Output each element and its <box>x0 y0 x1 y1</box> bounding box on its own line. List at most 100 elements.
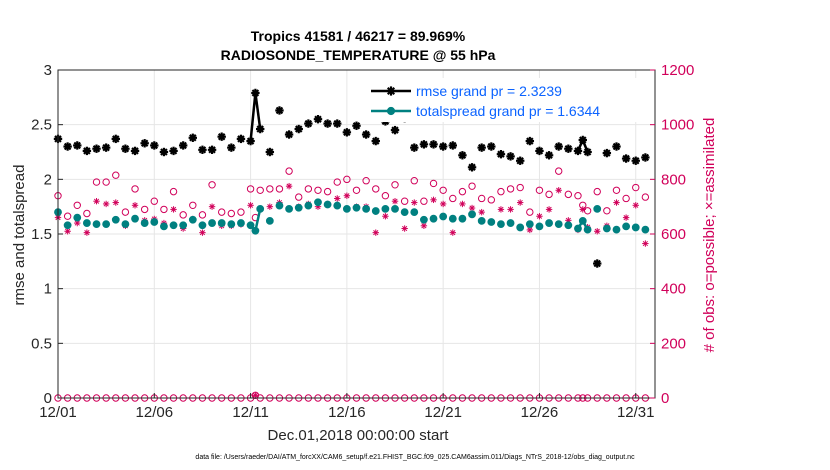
rmse-point <box>101 143 111 152</box>
obs-assimilated-point <box>401 225 408 232</box>
y2-tick-label: 800 <box>661 171 686 188</box>
spread-point <box>487 218 496 226</box>
obs-possible-point <box>632 183 640 192</box>
rmse-point <box>641 153 650 162</box>
obs-possible-point <box>73 201 81 210</box>
spread-point <box>400 208 409 217</box>
obs-assimilated-point <box>507 206 514 213</box>
rmse-point <box>323 119 332 128</box>
spread-point <box>410 208 419 217</box>
spread-point <box>188 215 197 224</box>
obs-possible-point <box>150 197 158 205</box>
obs-possible-point <box>83 209 91 218</box>
obs-possible-point <box>381 192 390 200</box>
rmse-point <box>564 144 573 153</box>
obs-assimilated-point <box>131 202 139 209</box>
spread-point <box>468 210 476 219</box>
spread-point <box>641 225 650 234</box>
obs-possible-point <box>63 212 72 220</box>
spread-point <box>82 219 91 227</box>
rmse-point <box>227 143 236 152</box>
obs-possible-point <box>189 201 197 210</box>
obs-possible-point <box>641 193 650 201</box>
spread-point <box>333 201 342 210</box>
obs-assimilated-point <box>64 228 71 235</box>
rmse-point <box>429 140 438 149</box>
rmse-point <box>631 156 640 165</box>
spread-point <box>323 200 332 209</box>
spread-point <box>131 214 139 223</box>
spread-point <box>150 218 159 226</box>
y2-axis-label: # of obs: o=possible; ×=assimilated <box>701 118 718 353</box>
obs-possible-point <box>487 196 496 204</box>
spread-point <box>63 221 72 230</box>
y-tick-label: 0 <box>44 390 52 407</box>
y2-tick-label: 1200 <box>661 62 694 79</box>
spread-point <box>593 204 602 213</box>
spread-point <box>275 201 284 210</box>
obs-possible-point <box>564 190 573 199</box>
spread-point <box>602 224 611 233</box>
series-0-group <box>53 88 650 268</box>
legend-spread-marker <box>386 106 396 116</box>
obs-possible-point <box>131 185 139 193</box>
y-tick-label: 2.5 <box>31 117 52 134</box>
rmse-point <box>294 124 303 134</box>
spread-point <box>285 204 293 213</box>
obs-assimilated-point <box>478 208 485 216</box>
rmse-point <box>207 145 217 155</box>
x-tick-label: 12/06 <box>136 404 174 421</box>
x-tick-label: 12/31 <box>617 404 655 421</box>
obs-possible-point <box>208 181 216 189</box>
legend-rmse-marker <box>386 86 396 96</box>
rmse-point <box>313 115 323 124</box>
y2-tick-label: 400 <box>661 281 686 298</box>
spread-point <box>265 216 274 225</box>
obs-possible-point <box>102 178 110 186</box>
spread-point <box>391 204 399 213</box>
obs-possible-point <box>285 167 293 175</box>
obs-possible-point <box>227 209 236 218</box>
spread-point <box>477 216 486 225</box>
obs-possible-point <box>323 187 332 196</box>
rmse-point <box>458 151 467 160</box>
spread-point <box>612 225 621 234</box>
rmse-point <box>304 119 313 128</box>
rmse-point <box>236 134 246 144</box>
obs-assimilated-point <box>382 213 389 220</box>
obs-assimilated-point <box>112 199 119 206</box>
obs-possible-point <box>603 207 611 215</box>
obs-assimilated-point <box>459 200 466 208</box>
legend-spread-label: totalspread grand pr = 1.6344 <box>416 103 600 119</box>
spread-point <box>179 221 188 230</box>
rmse-point <box>63 142 72 151</box>
obs-possible-point <box>92 178 101 186</box>
spread-point <box>583 225 592 234</box>
obs-possible-point <box>179 211 187 219</box>
y2-tick-label: 1000 <box>661 117 694 134</box>
spread-point <box>578 216 587 225</box>
series-segment <box>254 92 262 130</box>
obs-possible-point <box>352 186 361 194</box>
rmse-point <box>150 141 159 150</box>
data-file-footnote: data file: /Users/raeder/DAI/ATM_forcXX/… <box>195 454 635 461</box>
rmse-point <box>361 130 371 139</box>
rmse-point <box>371 136 380 146</box>
rmse-point <box>554 142 563 151</box>
spread-point <box>208 219 216 227</box>
obs-possible-point <box>477 194 486 203</box>
obs-assimilated-point <box>247 202 254 209</box>
y2-tick-label: 600 <box>661 226 686 243</box>
rmse-point <box>256 124 265 134</box>
spread-point <box>73 213 82 222</box>
obs-possible-point <box>295 193 303 201</box>
obs-possible-point <box>449 194 457 203</box>
obs-possible-point <box>516 183 524 192</box>
spread-point <box>256 204 265 213</box>
rmse-point <box>602 148 612 158</box>
obs-possible-point <box>574 192 582 200</box>
obs-assimilated-point <box>497 206 505 213</box>
obs-assimilated-point <box>170 206 177 213</box>
spread-point <box>140 219 149 227</box>
obs-possible-point <box>429 179 438 188</box>
